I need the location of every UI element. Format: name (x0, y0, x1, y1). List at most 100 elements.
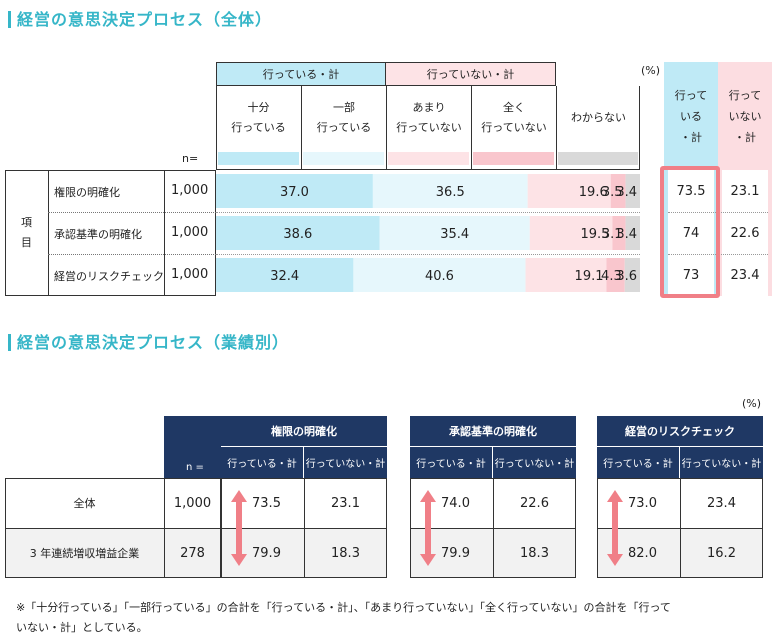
bar-segment-2-2 (525, 258, 607, 292)
chart-row-separator (216, 212, 640, 213)
bar-label-0-1: 36.5 (436, 185, 465, 200)
row-label-overall: 全体 (73, 497, 96, 510)
group-col-no-0: 行っていない・計 (304, 447, 387, 478)
row-n-overall: 1,000 (173, 495, 212, 511)
summary-yes-riskcheck: 73 (682, 267, 700, 283)
summary-no-header: 行って いない ・計 (728, 88, 762, 144)
bar-segment-0-4 (625, 174, 640, 208)
group-2-no-row-1: 16.2 (707, 545, 736, 561)
summary-no-approval: 22.6 (730, 225, 760, 241)
summary-yes-header: 行って いる ・計 (674, 88, 708, 144)
row-separator (48, 254, 216, 255)
col-header-unknown: わからない (556, 86, 640, 150)
double-arrow-icon (420, 490, 436, 566)
group-2-no-row-0: 23.4 (707, 495, 736, 511)
row-n-growth: 278 (180, 545, 205, 561)
group-col-no-1: 行っていない・計 (493, 447, 576, 478)
bar-label-1-2: 19.5 (580, 227, 609, 242)
section1-title: 経営の意思決定プロセス（全体） (8, 6, 272, 30)
bar-segment-2-0 (216, 258, 354, 292)
bar-label-2-0: 32.4 (270, 269, 299, 284)
stacked-bar-chart: 37.0 36.5 19.63.53.438.6 35.4 19.53.13.432.4… (216, 174, 640, 292)
row-n-authority: 1,000 (171, 183, 209, 198)
col-divider-2 (164, 478, 165, 578)
swatch-rarely (388, 152, 469, 165)
group-1-no-row-1: 18.3 (520, 545, 549, 561)
bar-segment-1-1 (379, 216, 530, 250)
group-0-no-row-0: 23.1 (331, 495, 360, 511)
group-header-no-label: 行っていない・計 (426, 68, 515, 81)
bar-segment-1-3 (612, 216, 626, 250)
bar-label-1-3: 3.1 (602, 227, 623, 242)
bar-segment-2-1 (353, 258, 526, 292)
bar-segment-0-2 (527, 174, 611, 208)
swatch-unknown (558, 152, 638, 165)
n-col-divider (164, 170, 165, 296)
row-separator (48, 212, 216, 213)
bar-label-1-4: 3.4 (616, 227, 637, 242)
summary-yes-approval: 74 (682, 225, 700, 241)
bar-segment-0-3 (610, 174, 626, 208)
bar-label-2-2: 19.1 (575, 269, 604, 284)
column-header-area (216, 86, 640, 170)
group-col-no-2: 行っていない・計 (680, 447, 763, 478)
col-header-rarely: あまり 行っていない (386, 86, 471, 150)
bar-label-0-3: 3.5 (602, 185, 623, 200)
bar-label-0-2: 19.6 (579, 185, 608, 200)
title-accent-bar (8, 11, 11, 28)
bar-label-2-1: 40.6 (425, 269, 454, 284)
bar-segment-2-3 (606, 258, 625, 292)
footnote: ※「十分行っている」「一部行っている」の合計を「行っている・計」、「あまり行って… (16, 601, 671, 634)
col-header-partial: 一部 行っている (301, 86, 386, 150)
group-title-2: 経営のリスクチェック (597, 416, 763, 446)
group-0-no-row-1: 18.3 (331, 545, 360, 561)
bar-label-0-4: 3.4 (616, 185, 637, 200)
double-arrow-icon (231, 490, 247, 566)
row-group-divider (48, 170, 49, 296)
bar-segment-0-0 (216, 174, 373, 208)
swatch-sufficient (218, 152, 299, 165)
bar-label-0-0: 37.0 (280, 185, 309, 200)
row-n-riskcheck: 1,000 (171, 267, 209, 282)
header-divider (301, 150, 302, 170)
summary-no-riskcheck: 23.4 (730, 267, 760, 283)
bar-segment-0-1 (372, 174, 528, 208)
title-accent-bar (8, 334, 11, 351)
row-group-label: 項 目 (21, 216, 32, 249)
row-label-growth: 3 年連続増収増益企業 (29, 547, 140, 560)
summary-yes-authority: 73.5 (676, 183, 706, 199)
bar-label-2-4: 3.6 (616, 269, 637, 284)
group-1-no-row-0: 22.6 (520, 495, 549, 511)
group-header-yes: 行っている・計 (216, 62, 386, 86)
bar-label-2-3: 4.3 (601, 269, 622, 284)
group-2-yes-row-0: 73.0 (628, 495, 657, 511)
n-label: n= (182, 152, 199, 165)
group-header-no: 行っていない・計 (386, 62, 556, 86)
row-label-authority: 権限の明確化 (54, 186, 120, 199)
header-divider (386, 150, 387, 170)
row-label-approval: 承認基準の明確化 (54, 228, 142, 241)
row-divider-2 (5, 528, 221, 529)
section2-title: 経営の意思決定プロセス（業績別） (8, 329, 289, 353)
header-divider (471, 150, 472, 170)
n-header-cell (164, 416, 221, 478)
group-col-yes-0: 行っている・計 (221, 447, 304, 478)
chart-row-separator (216, 254, 640, 255)
group-2-yes-row-1: 82.0 (628, 545, 657, 561)
n-label-2: n = (186, 462, 204, 473)
bar-segment-1-2 (529, 216, 613, 250)
group-col-divider-2 (680, 478, 681, 578)
group-0-yes-row-0: 73.5 (252, 495, 281, 511)
header-divider (556, 150, 557, 170)
row-table (5, 170, 216, 296)
bar-segment-1-4 (625, 216, 640, 250)
group-0-yes-row-1: 79.9 (252, 545, 281, 561)
percent-unit-2: (%) (742, 397, 762, 410)
group-col-divider-0 (304, 478, 305, 578)
percent-unit: (%) (641, 64, 661, 77)
row-n-approval: 1,000 (171, 225, 209, 240)
col-header-sufficient: 十分 行っている (231, 101, 286, 134)
group-title-1: 承認基準の明確化 (410, 416, 576, 446)
group-col-yes-2: 行っている・計 (597, 447, 680, 478)
col-header-never: 全く 行っていない (471, 86, 556, 150)
